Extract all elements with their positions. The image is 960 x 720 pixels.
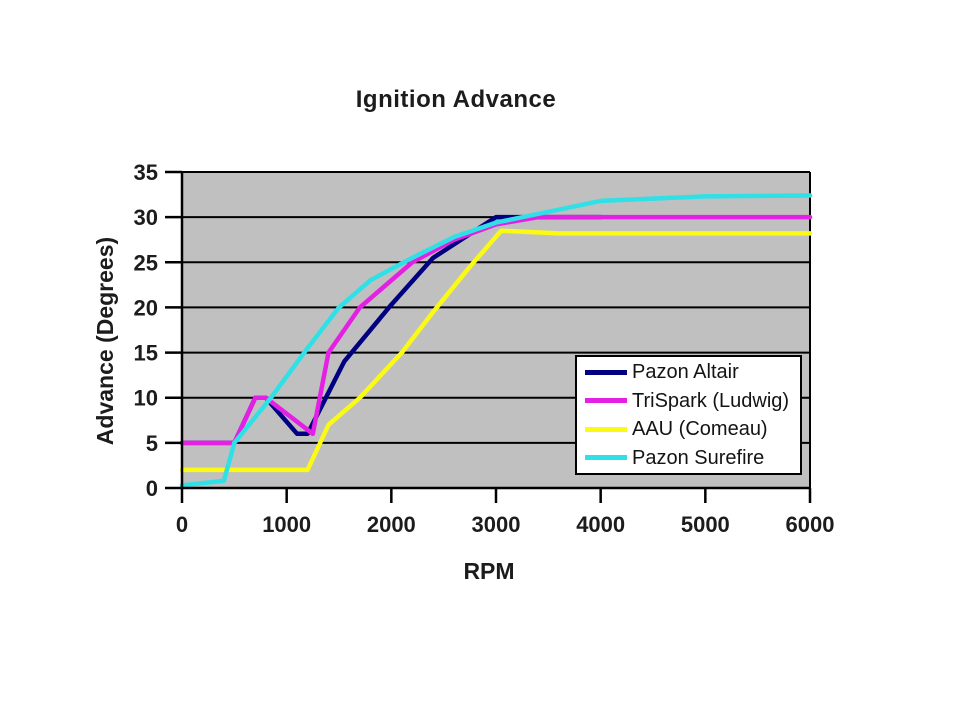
y-tick-label: 20 xyxy=(134,295,158,320)
legend-item-pazon-altair: Pazon Altair xyxy=(577,358,800,386)
legend-item-trispark-ludwig: TriSpark (Ludwig) xyxy=(577,387,800,415)
y-tick-label: 10 xyxy=(134,386,158,411)
x-tick-label: 4000 xyxy=(576,512,625,537)
y-tick-label: 0 xyxy=(146,476,158,501)
legend-label: TriSpark (Ludwig) xyxy=(632,389,790,412)
legend-key-line xyxy=(585,455,627,461)
y-tick-label: 5 xyxy=(146,431,158,456)
legend-item-aau-comeau: AAU (Comeau) xyxy=(577,415,800,443)
chart-title: Ignition Advance xyxy=(355,86,557,113)
x-tick-label: 1000 xyxy=(262,512,311,537)
legend-key-line xyxy=(585,426,627,432)
y-tick-label: 15 xyxy=(134,341,158,366)
x-axis-title: RPM xyxy=(463,558,515,584)
y-tick-label: 30 xyxy=(134,205,158,230)
x-tick-label: 2000 xyxy=(367,512,416,537)
legend-label: Pazon Surefire xyxy=(632,446,765,469)
series-aau-comeau xyxy=(179,228,813,473)
legend-key-line xyxy=(585,369,627,375)
y-tick-label: 35 xyxy=(134,160,158,185)
legend-label: AAU (Comeau) xyxy=(632,418,768,441)
legend-item-pazon-surefire: Pazon Surefire xyxy=(577,444,800,472)
x-tick-label: 3000 xyxy=(472,512,521,537)
x-tick-label: 0 xyxy=(176,512,188,537)
legend-key-line xyxy=(585,398,627,404)
legend-label: Pazon Altair xyxy=(632,361,739,384)
legend: Pazon Altair TriSpark (Ludwig) AAU (Comeau… xyxy=(575,355,802,475)
y-axis-title: Advance (Degrees) xyxy=(92,236,118,446)
series-pazon-surefire xyxy=(179,193,813,488)
x-tick-label: 5000 xyxy=(681,512,730,537)
y-tick-label: 25 xyxy=(134,250,158,275)
x-tick-label: 6000 xyxy=(786,512,835,537)
